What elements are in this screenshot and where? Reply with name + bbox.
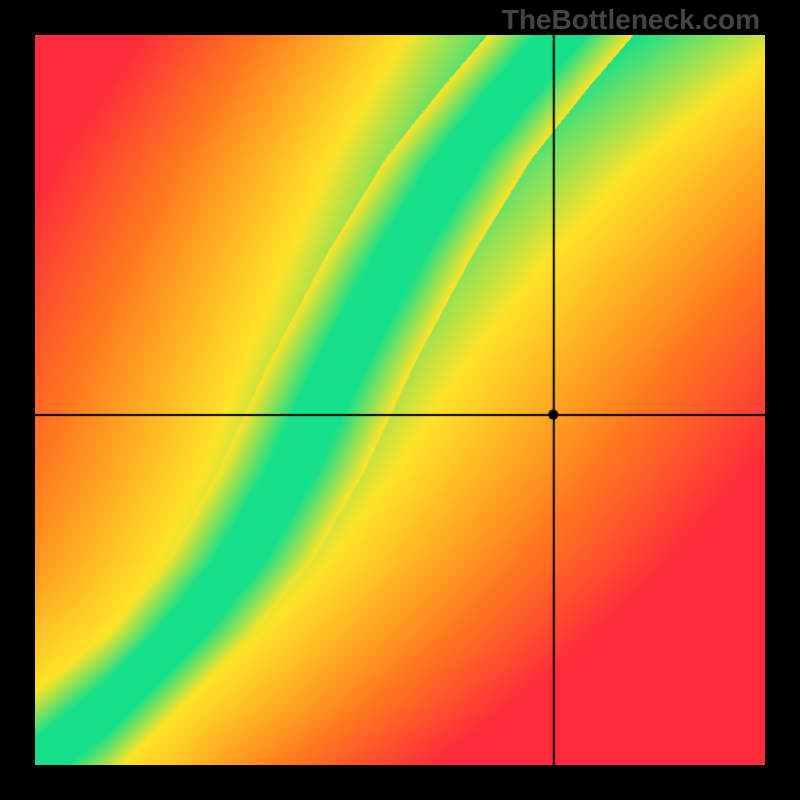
chart-container: TheBottleneck.com (0, 0, 800, 800)
watermark-text: TheBottleneck.com (502, 4, 760, 36)
bottleneck-heatmap (35, 35, 765, 765)
